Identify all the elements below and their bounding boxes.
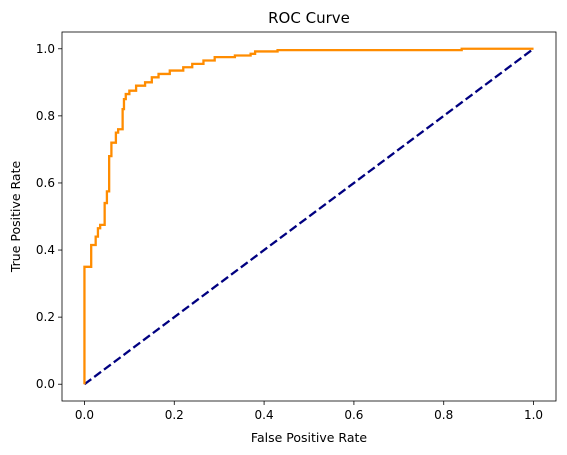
x-axis-ticks: 0.0 0.2 0.4 0.6 0.8 1.0 bbox=[75, 401, 543, 422]
y-axis-title: True Positive Rate bbox=[8, 161, 23, 274]
y-tick-label: 0.4 bbox=[36, 243, 55, 257]
x-axis-title: False Positive Rate bbox=[251, 430, 367, 445]
x-tick-label: 1.0 bbox=[524, 408, 543, 422]
x-tick-label: 0.2 bbox=[165, 408, 184, 422]
x-tick-label: 0.8 bbox=[434, 408, 453, 422]
y-tick-label: 0.6 bbox=[36, 176, 55, 190]
chance-line bbox=[83, 47, 535, 386]
plot-frame bbox=[61, 31, 557, 402]
series-layer bbox=[83, 47, 535, 386]
y-axis-ticks: 0.0 0.2 0.4 0.6 0.8 1.0 bbox=[36, 42, 62, 391]
chart-title: ROC Curve bbox=[268, 9, 350, 27]
x-tick-label: 0.6 bbox=[344, 408, 363, 422]
plot-area: 0.0 0.2 0.4 0.6 0.8 1.0 0.0 0.2 0.4 0.6 0.8 1.0 bbox=[36, 31, 557, 422]
y-tick-label: 0.0 bbox=[36, 377, 55, 391]
x-tick-label: 0.4 bbox=[255, 408, 274, 422]
y-tick-label: 0.2 bbox=[36, 310, 55, 324]
y-tick-label: 1.0 bbox=[36, 42, 55, 56]
y-tick-label: 0.8 bbox=[36, 109, 55, 123]
roc-curve-line bbox=[83, 47, 534, 385]
x-tick-label: 0.0 bbox=[75, 408, 94, 422]
